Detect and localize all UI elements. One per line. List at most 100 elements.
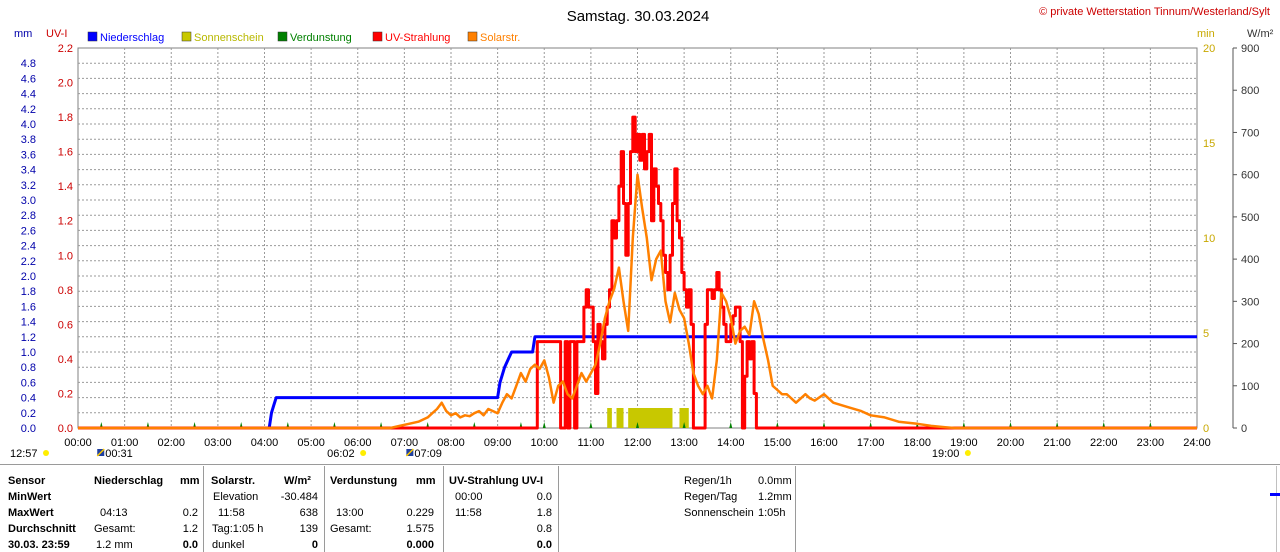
col-divider bbox=[443, 466, 444, 552]
mm-tick-label: 3.8 bbox=[21, 134, 36, 146]
x-tick-label: 24:00 bbox=[1183, 437, 1211, 449]
x-tick-label: 13:00 bbox=[670, 437, 698, 449]
x-tick-label: 09:00 bbox=[484, 437, 512, 449]
min-tick-label: 15 bbox=[1203, 138, 1215, 150]
uv-min-time: 00:00 bbox=[455, 491, 483, 503]
uvi-tick-label: 0.4 bbox=[58, 354, 73, 366]
chart-title: Samstag. 30.03.2024 bbox=[567, 8, 710, 25]
sun-moon-events: 12:57 00:31 06:02 07:09 19:00 bbox=[10, 448, 971, 460]
sunshine-bars bbox=[607, 408, 689, 428]
precip-total-label: Gesamt: bbox=[94, 523, 136, 535]
legend-label: Niederschlag bbox=[100, 32, 164, 44]
x-tick-label: 02:00 bbox=[157, 437, 185, 449]
wm2-tick-label: 800 bbox=[1241, 85, 1259, 97]
chart-legend: Niederschlag Sonnenschein Verdunstung UV-St… bbox=[87, 31, 520, 44]
wm2-axis-title: W/m² bbox=[1247, 28, 1274, 40]
mm-tick-label: 4.0 bbox=[21, 119, 36, 131]
scroll-marker[interactable] bbox=[1270, 493, 1280, 496]
legend-swatch bbox=[87, 31, 98, 42]
evaporation-marker bbox=[682, 422, 686, 428]
precip-max-value: 0.2 bbox=[182, 507, 198, 519]
mm-tick-label: 0.2 bbox=[21, 408, 36, 420]
row-label-avg: Durchschnitt bbox=[8, 523, 76, 535]
x-tick-label: 16:00 bbox=[810, 437, 838, 449]
precip-total-value: 1.2 bbox=[182, 523, 198, 535]
solar-unit: W/m² bbox=[284, 475, 311, 487]
scrollbar-track[interactable] bbox=[1276, 466, 1277, 552]
x-tick-label: 15:00 bbox=[764, 437, 792, 449]
uv-min-value: 0.0 bbox=[536, 491, 552, 503]
col-divider bbox=[558, 466, 559, 552]
mm-tick-label: 0.8 bbox=[21, 362, 36, 374]
solar-max-value: 638 bbox=[299, 507, 318, 519]
uvi-tick-label: 2.0 bbox=[58, 78, 73, 90]
legend-label: Verdunstung bbox=[290, 32, 352, 44]
x-tick-label: 22:00 bbox=[1090, 437, 1118, 449]
min-tick-label: 0 bbox=[1203, 423, 1209, 435]
uv-header: UV-Strahlung UV-I bbox=[449, 475, 544, 487]
x-tick-label: 07:00 bbox=[391, 437, 419, 449]
x-tick-label: 08:00 bbox=[437, 437, 465, 449]
legend-label: UV-Strahlung bbox=[385, 32, 450, 44]
sun-event-label: 12:57 bbox=[10, 448, 38, 460]
x-tick-label: 12:00 bbox=[624, 437, 652, 449]
mm-tick-label: 1.8 bbox=[21, 286, 36, 298]
min-tick-label: 20 bbox=[1203, 43, 1215, 55]
evap-total-value: 1.575 bbox=[406, 523, 434, 535]
mm-tick-label: 1.0 bbox=[21, 347, 36, 359]
col-divider bbox=[203, 466, 204, 552]
summary-sunshine-value: 1:05h bbox=[758, 507, 786, 519]
solar-last-value: 0 bbox=[311, 539, 318, 551]
x-tick-label: 21:00 bbox=[1043, 437, 1071, 449]
evaporation-marker bbox=[589, 422, 593, 428]
solar-min-label: Elevation bbox=[213, 491, 259, 503]
solar-avg-value: 139 bbox=[299, 523, 318, 535]
wm2-tick-label: 0 bbox=[1241, 423, 1247, 435]
col-divider bbox=[795, 466, 796, 552]
wm2-tick-label: 700 bbox=[1241, 127, 1259, 139]
sun-icon bbox=[43, 450, 49, 456]
evap-header: Verdunstung bbox=[330, 475, 398, 487]
sunshine-bar bbox=[679, 408, 689, 428]
sunshine-bar bbox=[616, 408, 624, 428]
mm-tick-label: 2.6 bbox=[21, 225, 36, 237]
uv-max-value: 1.8 bbox=[536, 507, 552, 519]
uvi-tick-label: 0.0 bbox=[58, 423, 73, 435]
summary-sunshine-label: Sonnenschein bbox=[684, 507, 754, 519]
series-line-uv-strahlung bbox=[78, 115, 1197, 430]
legend-swatch bbox=[277, 31, 288, 42]
wm2-tick-label: 900 bbox=[1241, 43, 1259, 55]
legend-swatch bbox=[181, 31, 192, 42]
row-label-max: MaxWert bbox=[8, 507, 54, 519]
evap-last-value: 0.000 bbox=[406, 539, 434, 551]
copyright-text: © private Wetterstation Tinnum/Westerlan… bbox=[1039, 6, 1270, 18]
row-label-last: 30.03. 23:59 bbox=[8, 539, 70, 551]
series-lines bbox=[78, 115, 1197, 430]
uvi-tick-label: 0.2 bbox=[58, 388, 73, 400]
x-tick-label: 03:00 bbox=[204, 437, 232, 449]
uvi-tick-label: 2.2 bbox=[58, 43, 73, 55]
evaporation-marker bbox=[542, 422, 546, 428]
summary-rain-hour-value: 0.0mm bbox=[758, 475, 792, 487]
mm-tick-label: 3.6 bbox=[21, 149, 36, 161]
uv-max-time: 11:58 bbox=[455, 507, 482, 519]
evap-max-value: 0.229 bbox=[406, 507, 434, 519]
x-tick-label: 00:00 bbox=[64, 437, 92, 449]
mm-tick-label: 2.8 bbox=[21, 210, 36, 222]
legend-swatch bbox=[372, 31, 383, 42]
precip-unit: mm bbox=[180, 475, 200, 487]
wm2-tick-label: 400 bbox=[1241, 254, 1259, 266]
min-axis-title: min bbox=[1197, 28, 1215, 40]
uvi-tick-label: 1.4 bbox=[58, 181, 73, 193]
x-tick-label: 05:00 bbox=[297, 437, 325, 449]
solar-last-label: dunkel bbox=[212, 539, 245, 551]
mm-tick-label: 1.2 bbox=[21, 332, 36, 344]
min-tick-label: 10 bbox=[1203, 233, 1215, 245]
uv-last-value: 0.0 bbox=[536, 539, 552, 551]
sun-event-label: 06:02 bbox=[327, 448, 355, 460]
uvi-tick-label: 0.6 bbox=[58, 319, 73, 331]
mm-tick-label: 4.8 bbox=[21, 58, 36, 70]
precip-last-label: 1.2 mm bbox=[96, 539, 133, 551]
legend-label: Solarstr. bbox=[480, 32, 520, 44]
x-tick-label: 17:00 bbox=[857, 437, 885, 449]
